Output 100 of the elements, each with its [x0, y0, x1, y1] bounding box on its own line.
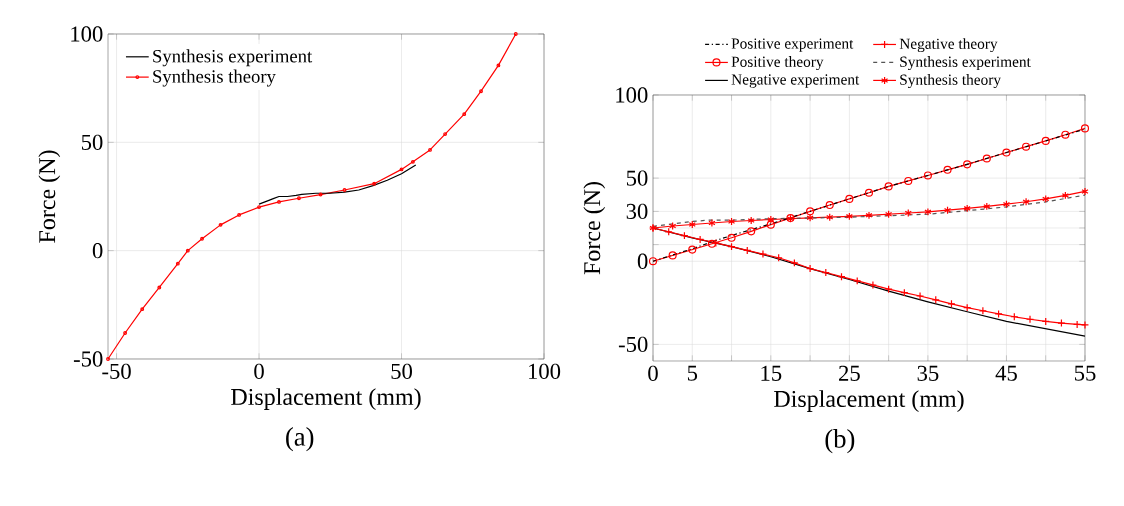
legend-label: Positive experiment [731, 38, 854, 52]
x-tick-label: 50 [391, 363, 412, 379]
point [924, 207, 932, 216]
point [825, 200, 834, 210]
point [218, 222, 223, 227]
point [943, 206, 952, 215]
point [885, 210, 893, 219]
y-tick-label: -50 [73, 351, 103, 367]
point [428, 147, 432, 152]
legend-label: Negative theory [899, 38, 998, 53]
point [1081, 187, 1089, 196]
point [257, 205, 261, 210]
point [707, 239, 716, 248]
point [1002, 200, 1011, 209]
point [1057, 319, 1066, 328]
point [864, 188, 874, 197]
y-tick-label: 50 [626, 170, 648, 186]
point [1022, 142, 1031, 151]
point [963, 160, 972, 169]
y-tick-label: 0 [637, 253, 648, 269]
point [1022, 197, 1030, 206]
text: (a) [286, 427, 314, 452]
point [237, 212, 242, 217]
point [668, 251, 677, 260]
point [688, 220, 696, 229]
legend-label: Negative experiment [731, 74, 860, 88]
text: (b) [825, 429, 855, 454]
point [727, 217, 736, 226]
point [372, 181, 377, 186]
point [806, 213, 814, 222]
x-tick-label: 55 [1074, 365, 1096, 381]
point [767, 215, 775, 224]
point [1080, 124, 1090, 133]
point [747, 216, 755, 225]
point [983, 202, 991, 211]
x-axis-title: Displacement (mm) [231, 388, 421, 410]
y-tick-label: 100 [71, 26, 103, 42]
point [747, 227, 756, 236]
point [462, 112, 467, 117]
point [648, 257, 658, 266]
legend-label: Synthesis experiment [900, 56, 1031, 71]
point [708, 218, 716, 228]
point [904, 208, 912, 218]
point [318, 192, 323, 197]
point [443, 132, 448, 137]
point [963, 204, 971, 213]
point [865, 211, 873, 220]
x-tick-label: 25 [839, 365, 860, 381]
x-tick-label: 5 [687, 365, 698, 381]
point [277, 199, 281, 204]
y-tick-label: 50 [81, 134, 103, 150]
x-tick-label: 0 [648, 365, 658, 381]
point [845, 194, 854, 203]
point [669, 221, 677, 231]
x-tick-label: 35 [917, 365, 939, 381]
point [1061, 191, 1069, 200]
line-series [258, 164, 417, 205]
point [923, 171, 932, 180]
point [806, 207, 815, 216]
point [496, 63, 501, 68]
x-axis-title: Displacement (mm) [774, 390, 964, 412]
point [982, 154, 991, 163]
point [175, 261, 180, 266]
point [479, 89, 483, 94]
point [157, 285, 162, 290]
y-tick-label: 100 [616, 87, 648, 103]
point [123, 331, 128, 335]
point [410, 159, 415, 164]
y-tick-label: 0 [92, 243, 103, 259]
point [884, 182, 893, 191]
x-tick-label: -50 [102, 363, 131, 379]
legend-label: Positive theory [731, 56, 824, 71]
y-tick-label: 30 [626, 203, 648, 220]
point [297, 196, 301, 201]
point [200, 236, 204, 241]
point [1002, 148, 1011, 157]
point [727, 233, 736, 242]
point [688, 245, 697, 254]
point [140, 307, 145, 312]
legend-label: Synthesis theory [153, 69, 276, 87]
y-axis-title: Force (N) [583, 182, 606, 275]
point [1042, 194, 1050, 203]
point [342, 188, 347, 192]
point [185, 248, 190, 253]
point [1061, 130, 1070, 139]
legend-label: Synthesis theory [900, 74, 1001, 89]
y-tick-label: -50 [618, 336, 648, 353]
x-tick-label: 0 [254, 363, 264, 379]
point [399, 167, 404, 172]
x-tick-label: 45 [995, 365, 1017, 381]
point [943, 165, 952, 174]
point [766, 220, 775, 229]
legend-label: Synthesis experiment [153, 49, 313, 67]
point [826, 213, 834, 222]
x-tick-label: 100 [528, 363, 561, 379]
point [845, 212, 853, 221]
y-axis-title: Force (N) [38, 150, 61, 243]
point [1041, 136, 1050, 145]
x-tick-label: 15 [761, 365, 782, 381]
point [904, 176, 913, 186]
